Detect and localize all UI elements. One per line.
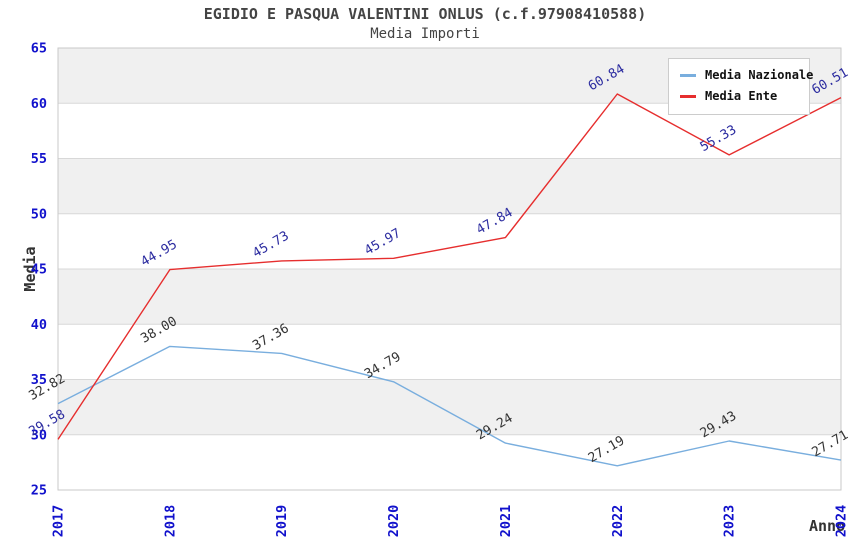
y-tick-labels: 25 30 35 40 45 50 55 60 65	[31, 41, 47, 499]
legend: Media Nazionale Media Ente	[668, 58, 813, 115]
y-tick-label: 65	[31, 41, 47, 57]
legend-line-swatch	[680, 94, 696, 98]
x-tick-label: 2024	[834, 505, 850, 538]
value-label: 45.73	[250, 229, 291, 262]
x-tick-label: 2018	[162, 505, 178, 538]
x-axis-label: Anno	[809, 517, 846, 535]
value-label: 27.19	[586, 433, 627, 466]
chart-line-media-ente	[57, 93, 842, 440]
y-tick-label: 55	[31, 151, 47, 167]
grid-band	[58, 158, 841, 214]
y-tick-label: 50	[31, 206, 47, 222]
legend-line-swatch	[680, 73, 696, 77]
value-label: 55.33	[698, 123, 739, 156]
value-label: 45.97	[362, 226, 403, 259]
chart-subtitle: Media Importi	[370, 26, 480, 42]
x-tick-labels: 2017 2018 2019 2020 2021 2022 2023 2024	[51, 505, 850, 538]
value-label: 44.95	[138, 237, 179, 270]
y-tick-label: 35	[31, 372, 47, 388]
y-tick-label: 45	[31, 262, 47, 278]
y-tick-label: 40	[31, 317, 47, 333]
legend-label: Media Nazionale	[705, 68, 814, 82]
value-label: 37.36	[250, 321, 291, 354]
chart-title: EGIDIO E PASQUA VALENTINI ONLUS (c.f.979…	[203, 5, 647, 23]
grid-band	[58, 269, 841, 325]
x-tick-label: 2017	[51, 505, 67, 538]
legend-item-media-nazionale: Media Nazionale	[669, 65, 813, 86]
x-tick-label: 2023	[722, 505, 738, 538]
y-tick-label: 25	[31, 483, 47, 499]
chart-line-media-nazionale	[57, 345, 842, 467]
legend-label: Media Ente	[705, 89, 778, 103]
x-tick-label: 2019	[274, 505, 290, 538]
y-tick-label: 30	[31, 427, 47, 443]
x-tick-label: 2021	[498, 505, 514, 538]
grid-band	[58, 379, 841, 435]
x-tick-label: 2022	[610, 505, 626, 538]
y-tick-label: 60	[31, 96, 47, 112]
x-tick-label: 2020	[386, 505, 402, 538]
legend-item-media-ente: Media Ente	[669, 86, 809, 107]
plot-border	[57, 47, 842, 491]
value-label: 34.79	[362, 350, 403, 383]
